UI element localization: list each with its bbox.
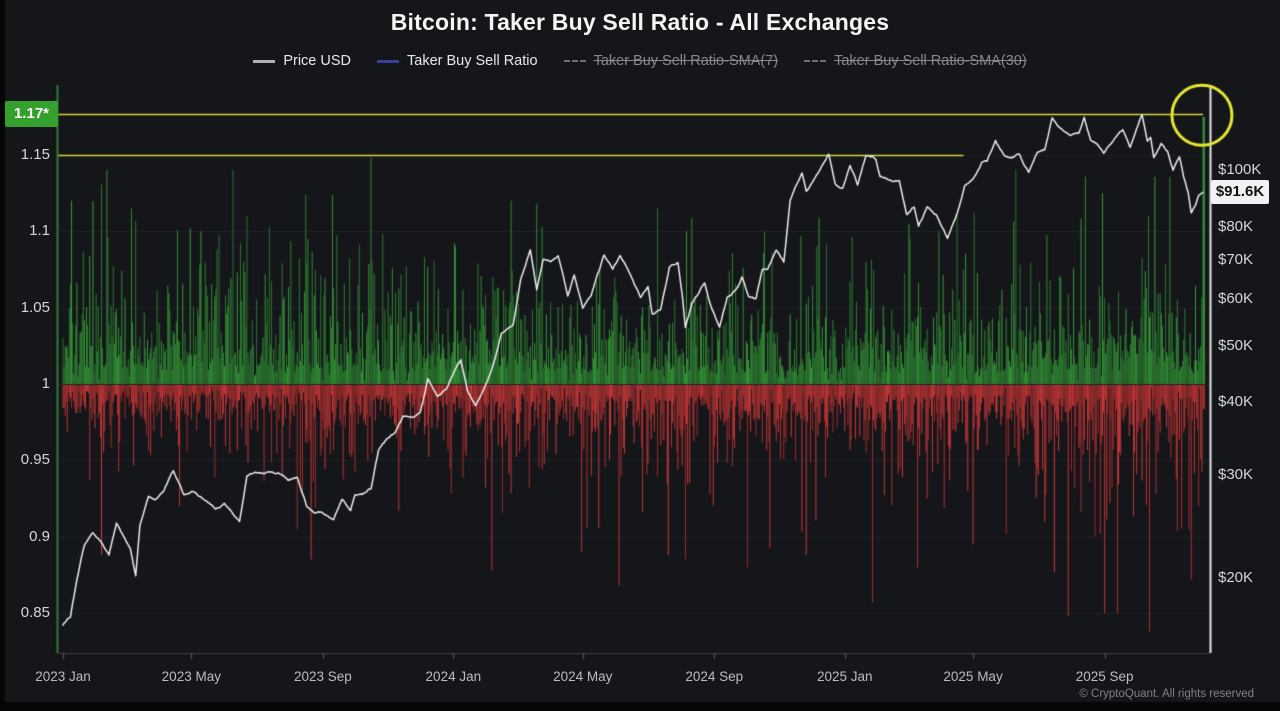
x-axis-tick: 2025 Sep	[1075, 669, 1134, 684]
x-axis-tick: 2024 May	[553, 669, 613, 684]
x-axis-tick: 2024 Jan	[425, 669, 482, 684]
right-axis-tick: $20K	[1218, 568, 1254, 586]
right-axis-tick: $60K	[1218, 290, 1254, 308]
left-axis-tick: 0.95	[20, 451, 50, 469]
legend-item-taker-buy-sell-ratio[interactable]: Taker Buy Sell Ratio	[377, 53, 538, 69]
x-axis-tick: 2025 May	[943, 669, 1003, 684]
left-axis-tick: 1.1	[29, 222, 50, 240]
right-axis-tick: $50K	[1218, 336, 1254, 354]
legend-marker	[563, 60, 586, 62]
chart-title: Bitcoin: Taker Buy Sell Ratio - All Exch…	[390, 9, 890, 35]
right-axis-tick: $40K	[1218, 393, 1254, 411]
legend-marker	[377, 59, 399, 63]
left-axis-tick: 1.15	[20, 145, 50, 163]
legend-item-price-usd[interactable]: Price USD	[253, 53, 351, 69]
legend-label: Taker Buy Sell Ratio	[407, 53, 538, 69]
x-axis-tick: 2023 May	[161, 669, 221, 684]
legend-label: Price USD	[283, 53, 351, 69]
left-axis-tick: 1	[41, 375, 50, 392]
legend: Price USD Taker Buy Sell Ratio Taker Buy S…	[0, 50, 1280, 72]
legend-item-taker-buy-sell-ratio-sma-30-[interactable]: Taker Buy Sell Ratio-SMA(30)	[804, 53, 1027, 69]
ratio-current-value-badge: 1.17*	[5, 100, 58, 127]
right-axis-tick: $70K	[1218, 251, 1254, 269]
right-axis-tick: $100K	[1218, 161, 1262, 178]
left-axis-tick: 0.9	[29, 527, 50, 545]
price-current-value-badge: $91.6K	[1211, 180, 1269, 205]
legend-marker	[804, 60, 827, 62]
legend-label: Taker Buy Sell Ratio-SMA(30)	[834, 53, 1027, 69]
right-axis-tick: $80K	[1218, 217, 1254, 235]
left-axis-tick: 0.85	[20, 604, 50, 622]
x-axis-tick: 2025 Jan	[816, 669, 873, 684]
legend-label: Taker Buy Sell Ratio-SMA(7)	[593, 53, 779, 69]
right-axis-tick: $30K	[1218, 466, 1254, 484]
legend-item-taker-buy-sell-ratio-sma-7-[interactable]: Taker Buy Sell Ratio-SMA(7)	[563, 53, 779, 69]
x-axis-tick: 2024 Sep	[685, 669, 744, 684]
x-axis-tick: 2023 Sep	[293, 669, 352, 684]
x-axis-tick: 2023 Jan	[35, 669, 91, 684]
legend-marker	[253, 59, 276, 63]
cryptoquant-watermark: © CryptoQuant. All rights reserved	[1079, 688, 1254, 700]
left-axis-tick: 1.05	[20, 298, 50, 316]
